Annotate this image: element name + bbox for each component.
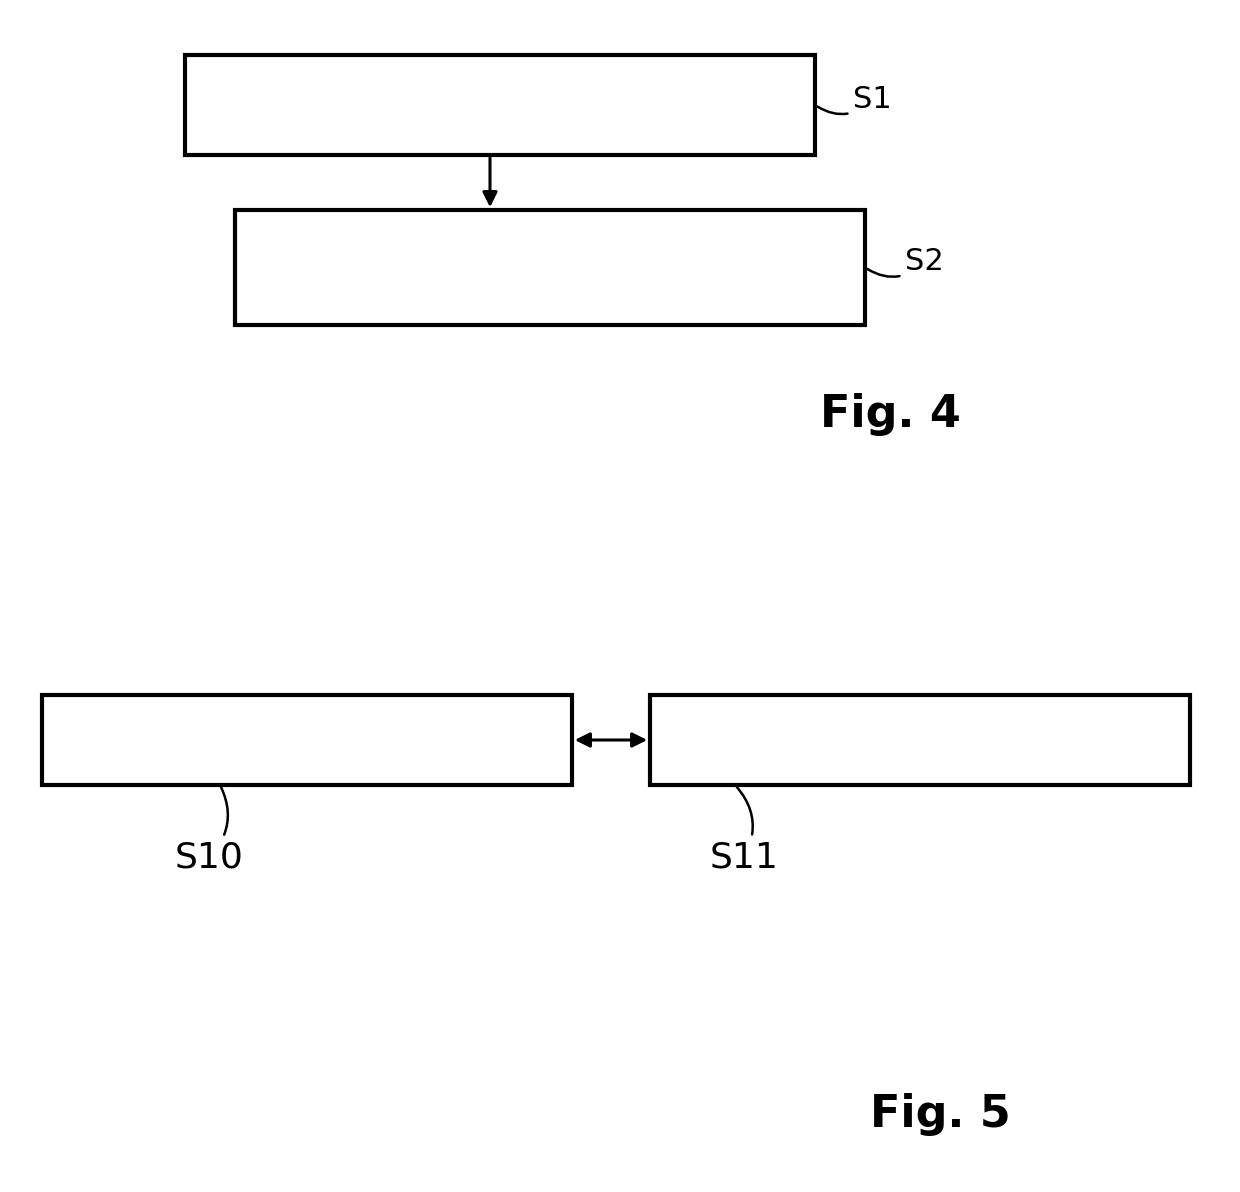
Bar <box>236 210 866 325</box>
Text: Fig. 4: Fig. 4 <box>820 393 961 436</box>
Text: S2: S2 <box>867 248 944 277</box>
Bar <box>650 695 1190 786</box>
Bar <box>42 695 572 786</box>
Text: S10: S10 <box>175 788 244 874</box>
Bar <box>185 55 815 155</box>
Text: S11: S11 <box>711 787 779 874</box>
Text: S1: S1 <box>817 86 892 114</box>
Text: Fig. 5: Fig. 5 <box>870 1093 1011 1136</box>
